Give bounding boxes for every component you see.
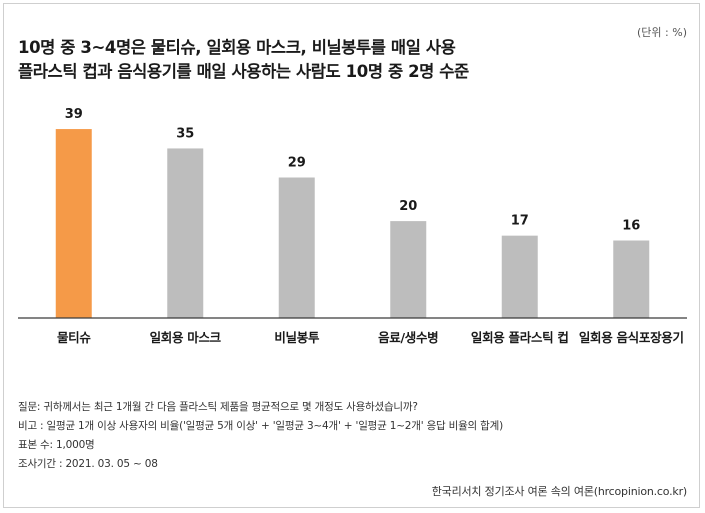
category-label: 일회용 음식포장용기 (579, 330, 684, 345)
source-credit: 한국리서치 정기조사 여론 속의 여론(hrcopinion.co.kr) (431, 485, 687, 498)
note-sample-size: 표본 수: 1,000명 (18, 439, 95, 451)
chart-card (3, 3, 700, 508)
bar-value-label: 39 (65, 107, 83, 122)
category-label: 음료/생수병 (378, 330, 438, 345)
bar-value-label: 29 (288, 156, 306, 171)
bar-1 (167, 148, 204, 318)
unit-label: (단위 : %) (637, 26, 687, 39)
bar-0 (55, 129, 92, 318)
note-remark: 비고 : 일평균 1개 이상 사용자의 비율('일평균 5개 이상' + '일평… (18, 420, 503, 432)
category-label: 일회용 플라스틱 컵 (471, 330, 569, 345)
bar-value-label: 16 (622, 218, 640, 233)
bar-2 (278, 177, 315, 318)
category-label: 일회용 마스크 (150, 330, 222, 345)
title-line-2: 플라스틱 컵과 음식용기를 매일 사용하는 사람도 10명 중 2명 수준 (18, 62, 469, 81)
chart-title: 10명 중 3~4명은 물티슈, 일회용 마스크, 비닐봉투를 매일 사용 플라… (18, 36, 469, 84)
bar-value-label: 20 (399, 199, 417, 214)
note-question: 질문: 귀하께서는 최근 1개월 간 다음 플라스틱 제품을 평균적으로 몇 개… (18, 401, 418, 413)
title-line-1: 10명 중 3~4명은 물티슈, 일회용 마스크, 비닐봉투를 매일 사용 (18, 38, 456, 57)
bar-chart: 39 물티슈 35 일회용 마스크 29 비닐봉투 20 음료/생수병 17 일회용 플라스틱 컵… (18, 107, 687, 345)
bar-5 (613, 240, 650, 318)
category-label: 비닐봉투 (274, 330, 320, 345)
category-label: 물티슈 (57, 330, 91, 345)
bar-value-label: 17 (511, 214, 529, 229)
note-survey-period: 조사기간 : 2021. 03. 05 ~ 08 (18, 458, 158, 470)
bar-value-label: 35 (176, 126, 194, 141)
bar-3 (390, 221, 427, 318)
survey-notes: 질문: 귀하께서는 최근 1개월 간 다음 플라스틱 제품을 평균적으로 몇 개… (18, 398, 503, 474)
bar-4 (501, 235, 538, 318)
